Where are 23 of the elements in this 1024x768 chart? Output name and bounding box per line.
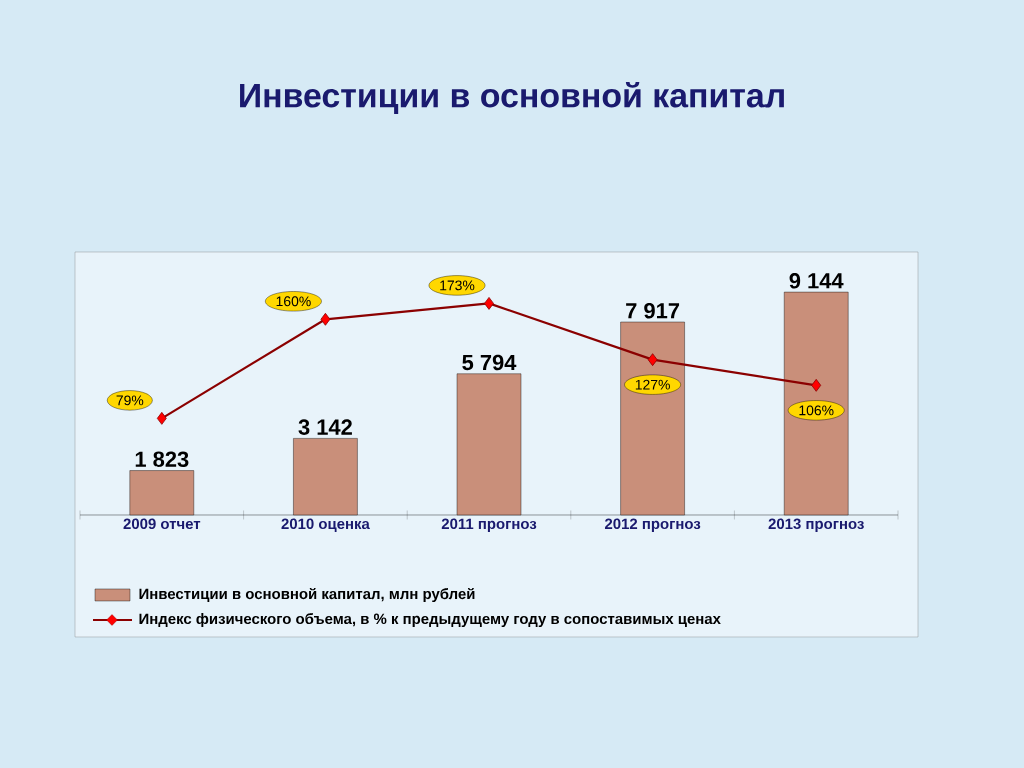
x-tick-label: 2011 прогноз bbox=[441, 518, 537, 533]
point bbox=[156, 411, 167, 425]
data-label: 9 144 bbox=[789, 273, 844, 289]
legend-label: Индекс физического объема, в % к предыдущему году в сопоставимых ценах bbox=[139, 612, 721, 628]
x-tick-label: 2009 отчет bbox=[123, 518, 201, 530]
data-label: 3 142 bbox=[298, 419, 352, 435]
point bbox=[811, 378, 822, 392]
x-tick-label: 2013 прогноз bbox=[768, 518, 864, 533]
point bbox=[647, 353, 658, 367]
x-tick-label: 2010 оценка bbox=[281, 518, 370, 532]
data-label: 106% bbox=[799, 405, 834, 416]
data-label: 173% bbox=[440, 280, 475, 291]
data-label: 79% bbox=[116, 395, 144, 406]
legend-label: Инвестиции в основной капитал, млн рублей bbox=[139, 587, 475, 603]
point bbox=[320, 312, 331, 326]
point bbox=[484, 297, 494, 310]
data-label: 127% bbox=[635, 379, 670, 390]
chart-title: Инвестиции в основной капитал bbox=[240, 82, 784, 114]
data-label: 1 823 bbox=[135, 451, 189, 468]
data-label: 7 917 bbox=[626, 302, 680, 319]
x-tick-label: 2012 прогноз bbox=[604, 518, 701, 533]
data-label: 5 794 bbox=[462, 354, 517, 371]
data-label: 160% bbox=[276, 296, 311, 307]
